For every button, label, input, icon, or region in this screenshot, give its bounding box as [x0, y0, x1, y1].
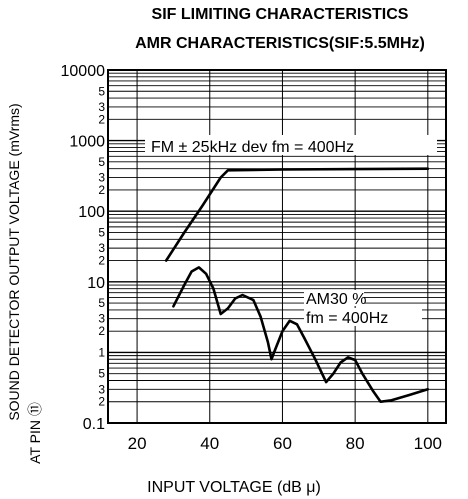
- y-tick-label: 10: [87, 275, 105, 292]
- y-tick-label: 1: [98, 345, 105, 359]
- chart-title: SIF LIMITING CHARACTERISTICS: [151, 6, 409, 23]
- x-tick-label: 40: [200, 434, 219, 453]
- y-tick-label: 3: [98, 241, 105, 255]
- fm-output-line: [164, 167, 430, 262]
- y-tick-label: 3: [98, 382, 105, 396]
- y-tick-label: 2: [98, 112, 105, 126]
- y-tick-label: 3: [98, 312, 105, 326]
- am-annotation-2: fm = 400Hz: [306, 310, 388, 327]
- fm-annotation: FM ± 25kHz dev fm = 400Hz: [151, 139, 354, 156]
- y-axis-label-2: AT PIN ⑪: [27, 402, 43, 464]
- y-tick-label: 5: [98, 155, 105, 169]
- x-tick-label: 20: [128, 434, 147, 453]
- y-tick-label: 0.1: [83, 416, 105, 433]
- y-tick-label: 5: [98, 296, 105, 310]
- y-tick-label: 2: [98, 254, 105, 268]
- y-tick-label: 3: [98, 171, 105, 185]
- y-axis-label: SOUND DETECTOR OUTPUT VOLTAGE (mVrms): [6, 103, 22, 420]
- y-tick-label: 3: [98, 100, 105, 114]
- y-tick-label: 1000: [69, 134, 105, 151]
- am-annotation-1: AM30 %: [306, 291, 366, 308]
- y-tick-label: 2: [98, 324, 105, 338]
- y-tick-label: 2: [98, 183, 105, 197]
- y-tick-label: 100: [78, 204, 105, 221]
- plot-frame: [107, 69, 447, 424]
- chart-subtitle: AMR CHARACTERISTICS(SIF:5.5MHz): [135, 35, 425, 52]
- y-tick-label: 5: [98, 84, 105, 98]
- am-annotation-bg-2: [304, 308, 422, 326]
- x-tick-label: 80: [346, 434, 365, 453]
- y-tick-label: 2: [98, 395, 105, 409]
- am-annotation-bg-1: [304, 290, 364, 306]
- x-tick-label: 100: [414, 434, 442, 453]
- x-tick-label: 60: [273, 434, 292, 453]
- y-tick-label: 5: [98, 225, 105, 239]
- y-tick-label: 10000: [61, 63, 106, 80]
- y-tick-label: 5: [98, 367, 105, 381]
- x-axis-label: INPUT VOLTAGE (dB μ): [147, 479, 321, 496]
- am-rejection-line: [172, 266, 430, 403]
- fm-annotation-bg: [145, 135, 437, 155]
